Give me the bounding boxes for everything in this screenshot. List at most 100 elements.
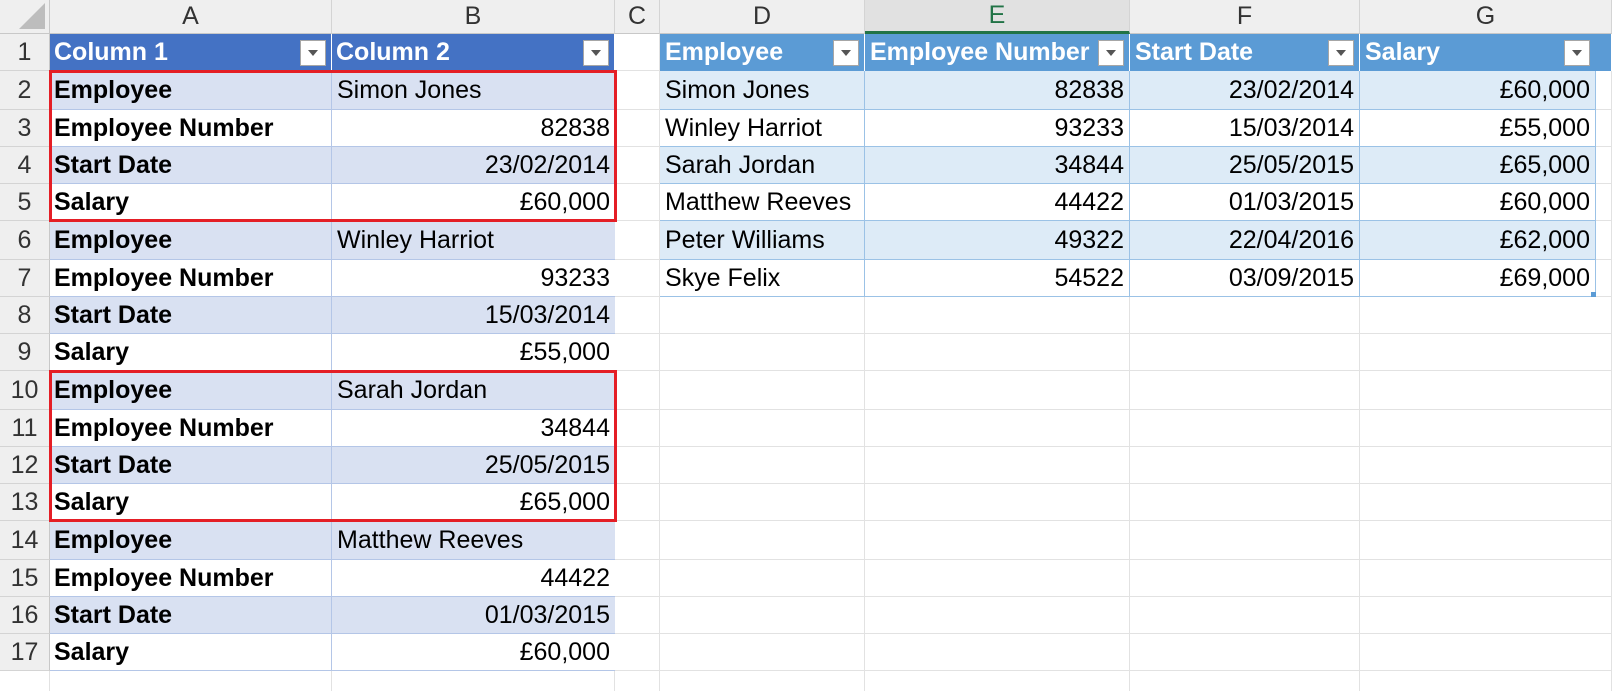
table1-value-cell[interactable]: 44422 — [332, 560, 615, 597]
table2-cell[interactable]: £60,000 — [1360, 71, 1596, 110]
column-header-f[interactable]: F — [1130, 0, 1360, 34]
column-header-d[interactable]: D — [660, 0, 865, 34]
table1-label-cell[interactable]: Employee — [50, 221, 332, 260]
table1-value-cell[interactable]: 25/05/2015 — [332, 447, 615, 484]
table2-cell[interactable]: £62,000 — [1360, 221, 1596, 260]
table2-cell[interactable]: 49322 — [865, 221, 1130, 260]
table1-value-cell[interactable]: Sarah Jordan — [332, 371, 615, 410]
table-resize-handle[interactable] — [1591, 292, 1596, 297]
table2-cell[interactable]: Simon Jones — [660, 71, 865, 110]
table1-label-cell[interactable]: Start Date — [50, 597, 332, 634]
row-header-15[interactable]: 15 — [0, 560, 50, 597]
table2-cell[interactable]: 82838 — [865, 71, 1130, 110]
column-header-c[interactable]: C — [615, 0, 660, 34]
table2-cell[interactable]: 44422 — [865, 184, 1130, 221]
table1-label-cell[interactable]: Start Date — [50, 447, 332, 484]
table1-value-cell[interactable]: Matthew Reeves — [332, 521, 615, 560]
table1-label-cell[interactable]: Employee Number — [50, 110, 332, 147]
table2-header-cell[interactable]: Start Date — [1130, 34, 1360, 71]
table2-cell[interactable]: £65,000 — [1360, 147, 1596, 184]
column-header-g[interactable]: G — [1360, 0, 1612, 34]
row-header-4[interactable]: 4 — [0, 147, 50, 184]
table2-filter-button[interactable] — [1098, 40, 1124, 66]
table2-cell[interactable]: 22/04/2016 — [1130, 221, 1360, 260]
table1-label-cell[interactable]: Employee — [50, 371, 332, 410]
table1-value-cell[interactable]: £60,000 — [332, 634, 615, 671]
table1-header-cell[interactable]: Column 1 — [50, 34, 332, 71]
row-header-11[interactable]: 11 — [0, 410, 50, 447]
row-header-16[interactable]: 16 — [0, 597, 50, 634]
table1-label-cell[interactable]: Start Date — [50, 147, 332, 184]
table2-filter-button[interactable] — [1328, 40, 1354, 66]
table1-value-cell[interactable]: 01/03/2015 — [332, 597, 615, 634]
table2-cell[interactable]: 93233 — [865, 110, 1130, 147]
row-header-10[interactable]: 10 — [0, 371, 50, 410]
row-header-9[interactable]: 9 — [0, 334, 50, 371]
table1-value-cell[interactable]: £55,000 — [332, 334, 615, 371]
row-gridline — [50, 596, 1612, 597]
table1-label-cell[interactable]: Salary — [50, 634, 332, 671]
table2-cell[interactable]: Sarah Jordan — [660, 147, 865, 184]
row-header-5[interactable]: 5 — [0, 184, 50, 221]
table1-filter-button[interactable] — [583, 40, 609, 66]
row-header-14[interactable]: 14 — [0, 521, 50, 560]
table1-header-cell[interactable]: Column 2 — [332, 34, 615, 71]
table2-cell[interactable]: Matthew Reeves — [660, 184, 865, 221]
table2-header-cell[interactable]: Employee — [660, 34, 865, 71]
chevron-down-icon — [1336, 50, 1346, 56]
row-header-7[interactable]: 7 — [0, 260, 50, 297]
select-all-corner[interactable] — [0, 0, 50, 34]
table1-value-cell[interactable]: Winley Harriot — [332, 221, 615, 260]
table2-cell[interactable]: 54522 — [865, 260, 1130, 297]
table2-cell[interactable]: Skye Felix — [660, 260, 865, 297]
table1-label-cell[interactable]: Start Date — [50, 297, 332, 334]
table1-filter-button[interactable] — [300, 40, 326, 66]
row-header-13[interactable]: 13 — [0, 484, 50, 521]
row-header-3[interactable]: 3 — [0, 110, 50, 147]
column-header-b[interactable]: B — [332, 0, 615, 34]
table2-cell[interactable]: 23/02/2014 — [1130, 71, 1360, 110]
table1-value-cell[interactable]: 23/02/2014 — [332, 147, 615, 184]
row-header-17[interactable]: 17 — [0, 634, 50, 671]
table2-cell[interactable]: 25/05/2015 — [1130, 147, 1360, 184]
table1-label-cell[interactable]: Salary — [50, 184, 332, 221]
table1-value-cell[interactable]: £65,000 — [332, 484, 615, 521]
table2-cell[interactable]: Winley Harriot — [660, 110, 865, 147]
column-header-a[interactable]: A — [50, 0, 332, 34]
table2-filter-button[interactable] — [1564, 40, 1590, 66]
row-gridline — [50, 446, 1612, 447]
table2-cell[interactable]: 15/03/2014 — [1130, 110, 1360, 147]
table2-cell[interactable]: Peter Williams — [660, 221, 865, 260]
table1-label-cell[interactable]: Employee Number — [50, 410, 332, 447]
table2-cell[interactable]: 03/09/2015 — [1130, 260, 1360, 297]
column-gridline — [1359, 34, 1360, 691]
chevron-down-icon — [1106, 50, 1116, 56]
row-header-12[interactable]: 12 — [0, 447, 50, 484]
table2-header-cell[interactable]: Employee Number — [865, 34, 1130, 71]
table1-value-cell[interactable]: 82838 — [332, 110, 615, 147]
table1-label-cell[interactable]: Employee — [50, 71, 332, 110]
row-header-1[interactable]: 1 — [0, 34, 50, 71]
table1-label-cell[interactable]: Employee Number — [50, 260, 332, 297]
column-header-e[interactable]: E — [865, 0, 1130, 34]
table1-label-cell[interactable]: Employee Number — [50, 560, 332, 597]
table2-filter-button[interactable] — [833, 40, 859, 66]
row-gridline — [50, 559, 1612, 560]
row-header-8[interactable]: 8 — [0, 297, 50, 334]
table1-value-cell[interactable]: 34844 — [332, 410, 615, 447]
table1-value-cell[interactable]: 93233 — [332, 260, 615, 297]
table1-label-cell[interactable]: Salary — [50, 334, 332, 371]
table1-label-cell[interactable]: Employee — [50, 521, 332, 560]
table2-cell[interactable]: 34844 — [865, 147, 1130, 184]
table1-value-cell[interactable]: £60,000 — [332, 184, 615, 221]
table2-cell[interactable]: £55,000 — [1360, 110, 1596, 147]
table1-label-cell[interactable]: Salary — [50, 484, 332, 521]
table2-cell[interactable]: 01/03/2015 — [1130, 184, 1360, 221]
row-header-6[interactable]: 6 — [0, 221, 50, 260]
table2-cell[interactable]: £69,000 — [1360, 260, 1596, 297]
table1-value-cell[interactable]: 15/03/2014 — [332, 297, 615, 334]
table1-value-cell[interactable]: Simon Jones — [332, 71, 615, 110]
table2-cell[interactable]: £60,000 — [1360, 184, 1596, 221]
row-header-2[interactable]: 2 — [0, 71, 50, 110]
